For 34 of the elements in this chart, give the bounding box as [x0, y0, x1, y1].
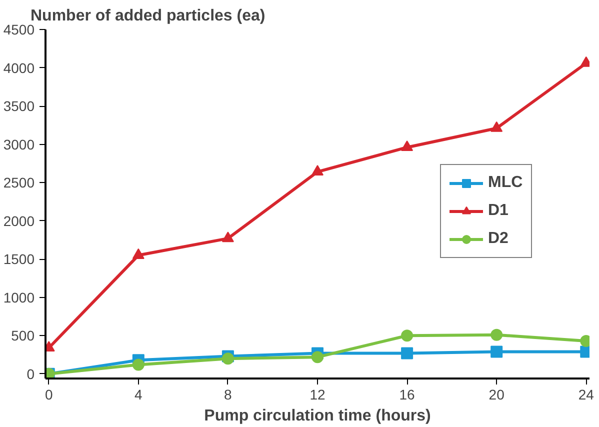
y-tick-label: 3500: [3, 98, 35, 114]
y-tick-label: 4000: [3, 60, 35, 76]
x-tick-label: 0: [44, 386, 53, 402]
point: [490, 346, 503, 358]
point: [222, 352, 234, 365]
point: [401, 330, 414, 342]
x-tick-label: 8: [224, 386, 232, 402]
point: [490, 121, 503, 132]
point: [312, 165, 324, 176]
y-tick-label: 500: [11, 328, 35, 344]
point: [401, 347, 414, 360]
legend-label: D2: [488, 230, 508, 248]
point: [312, 351, 324, 364]
point: [132, 358, 144, 371]
x-tick-label: 12: [310, 386, 326, 402]
point: [132, 248, 144, 259]
y-tick-label: 1500: [3, 251, 35, 268]
y-tick-label: 3000: [3, 136, 35, 152]
x-tick-label: 4: [134, 386, 143, 402]
y-axis-title: Number of added particles (ea): [30, 8, 266, 24]
y-tick-label: 2500: [3, 174, 35, 191]
y-tick-label: 2000: [3, 212, 35, 229]
x-axis-title: Pump circulation time (hours): [204, 408, 431, 424]
point: [401, 140, 414, 152]
y-tick-label: 4500: [3, 22, 35, 38]
point: [222, 232, 234, 242]
y-tick-label: 0: [26, 366, 35, 382]
x-tick-label: 24: [578, 386, 594, 402]
y-tick-label: 1000: [3, 289, 35, 306]
legend-label: D1: [488, 202, 508, 220]
legend-label: MLC: [488, 174, 523, 192]
point: [490, 328, 503, 341]
x-tick-label: 16: [399, 386, 416, 402]
x-tick-label: 20: [488, 386, 505, 402]
